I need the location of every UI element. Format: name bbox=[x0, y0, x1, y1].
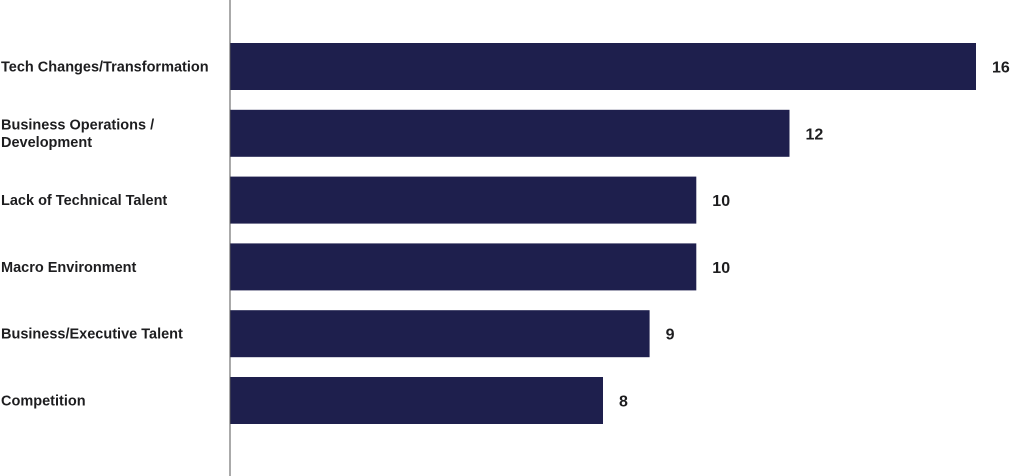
category-label-line: Macro Environment bbox=[1, 260, 137, 276]
category-label-line: Business Operations / bbox=[1, 118, 154, 134]
value-label: 10 bbox=[712, 193, 730, 210]
value-label: 9 bbox=[666, 327, 675, 344]
category-label-line: Development bbox=[1, 135, 92, 151]
bar bbox=[230, 243, 697, 291]
category-label: Tech Changes/Transformation bbox=[1, 60, 209, 76]
value-label: 8 bbox=[619, 394, 628, 411]
category-label-line: Business/Executive Talent bbox=[1, 327, 183, 343]
category-label: Macro Environment bbox=[1, 260, 137, 276]
category-label: Competition bbox=[1, 394, 86, 410]
bar bbox=[230, 43, 976, 90]
value-label: 12 bbox=[806, 126, 824, 143]
category-label: Business Operations / Development bbox=[1, 118, 154, 152]
value-label: 16 bbox=[992, 60, 1010, 77]
bars-group bbox=[230, 43, 976, 424]
value-label: 10 bbox=[712, 260, 730, 277]
bar bbox=[230, 176, 697, 224]
value-labels: 16 12 10 10 9 8 bbox=[619, 60, 1010, 411]
category-label-line: Lack of Technical Talent bbox=[1, 193, 167, 209]
bar bbox=[230, 377, 603, 424]
bar bbox=[230, 310, 650, 358]
category-label: Business/Executive Talent bbox=[1, 327, 183, 343]
category-labels: Tech Changes/Transformation Business Oper… bbox=[1, 60, 209, 410]
category-label: Lack of Technical Talent bbox=[1, 193, 167, 209]
bar bbox=[230, 109, 790, 157]
category-label-line: Competition bbox=[1, 394, 86, 410]
category-label-line: Tech Changes/Transformation bbox=[1, 60, 209, 76]
